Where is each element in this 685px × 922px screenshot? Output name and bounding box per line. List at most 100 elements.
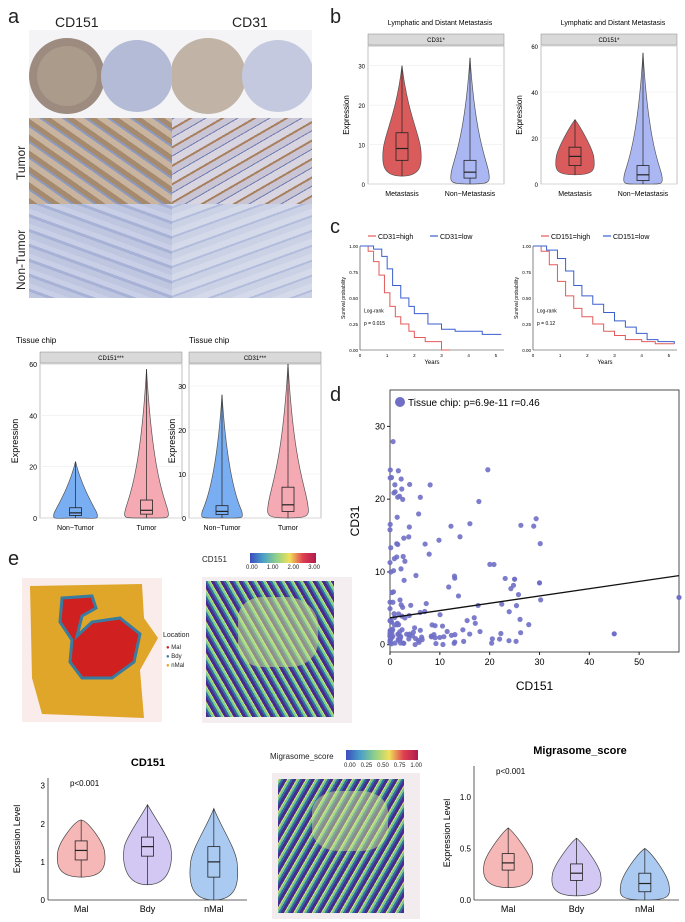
x-tick-label: Metastasis bbox=[385, 191, 419, 198]
y-tick-label: 0.25 bbox=[522, 322, 531, 327]
scatter-point bbox=[517, 616, 523, 622]
x-tick-label: 20 bbox=[485, 657, 495, 667]
scatter-point bbox=[506, 638, 512, 644]
box-0 bbox=[215, 505, 229, 515]
x-tick-label: nMal bbox=[635, 904, 655, 914]
scatter-point bbox=[387, 618, 393, 624]
box-2 bbox=[638, 872, 652, 893]
scatter-point bbox=[437, 612, 443, 618]
regression-line bbox=[389, 574, 680, 619]
scatter-point bbox=[436, 537, 442, 543]
plot-frame bbox=[389, 389, 680, 653]
box-0 bbox=[395, 132, 409, 161]
scatter-point bbox=[397, 597, 403, 603]
x-tick-label: 50 bbox=[634, 657, 644, 667]
y-tick-label: 0.5 bbox=[460, 844, 472, 853]
chart-b1: Lymphatic and Distant Metastasis CD31* 0 10… bbox=[342, 20, 505, 198]
scatter-point bbox=[387, 605, 393, 612]
location-map-svg bbox=[30, 584, 158, 718]
chart-c1: CD31=high CD31=low 0.00 0.25 0.50 0.75 1.00 0 1 2… bbox=[341, 234, 504, 366]
scatter-point bbox=[455, 593, 462, 599]
tma-core-tumor-cd31 bbox=[170, 38, 246, 114]
scatter-point bbox=[426, 551, 432, 557]
y-axis-label: Expression bbox=[167, 419, 177, 464]
ihc-normal-cd151 bbox=[29, 204, 172, 298]
x-tick-label: Mal bbox=[501, 904, 516, 914]
box-1 bbox=[636, 165, 650, 181]
facet-strip bbox=[367, 33, 505, 46]
migrasome-map-highlight bbox=[312, 791, 388, 851]
scatter-point bbox=[676, 594, 682, 601]
y-tick-label: 20 bbox=[178, 428, 186, 435]
scatter-point bbox=[417, 627, 423, 633]
scatter-point bbox=[387, 527, 393, 533]
x-tick-label: Non−Metastasis bbox=[618, 191, 669, 198]
chart-a1: Tissue chip CD151*** 0 20 40 60 Expression Non−… bbox=[10, 336, 183, 532]
chart-e1: CD151 p<0.001 0 1 2 3 Expression Level Mal Bdy nM… bbox=[12, 757, 247, 914]
chart-title: Tissue chip bbox=[189, 336, 230, 345]
x-tick-label: 3 bbox=[613, 353, 616, 358]
x-tick-label: 40 bbox=[584, 657, 594, 667]
scatter-point bbox=[513, 603, 520, 609]
chart-title: Lymphatic and Distant Metastasis bbox=[388, 20, 493, 27]
mal-region bbox=[58, 594, 142, 680]
legend-mal: ● Mal bbox=[166, 645, 181, 651]
location-legend: ● Mal ● Bdy ● nMal bbox=[166, 644, 184, 671]
x-axis-label: CD151 bbox=[516, 679, 554, 693]
y-axis-label: Expression bbox=[342, 95, 351, 135]
scatter-point bbox=[518, 522, 524, 528]
scatter-point bbox=[390, 438, 396, 445]
x-tick-label: 30 bbox=[534, 657, 544, 667]
facet-strip-label: CD31* bbox=[427, 38, 445, 44]
y-tick-label: 60 bbox=[531, 45, 538, 51]
x-tick-label: 4 bbox=[467, 353, 470, 358]
scatter-point bbox=[407, 631, 413, 637]
scatter-point bbox=[387, 467, 393, 473]
scatter-point bbox=[394, 514, 400, 520]
x-tick-label: 10 bbox=[435, 657, 445, 667]
scatter-point bbox=[441, 634, 447, 640]
scatter-point bbox=[487, 561, 493, 567]
row-label-non-tumor: Non-Tumor bbox=[14, 229, 28, 290]
scatter-point bbox=[448, 523, 454, 529]
scatter-point bbox=[444, 628, 450, 635]
x-tick-label: 1 bbox=[559, 353, 562, 358]
y-tick-label: 2 bbox=[41, 820, 46, 829]
scatter-point bbox=[432, 623, 438, 629]
scatter-point bbox=[390, 627, 396, 633]
scatter-point bbox=[412, 635, 419, 642]
scatter-point bbox=[392, 482, 398, 488]
x-tick-label: 5 bbox=[668, 353, 671, 358]
stat-label: p<0.001 bbox=[496, 767, 526, 776]
x-tick-label: Non−Metastasis bbox=[445, 191, 496, 198]
scatter-point bbox=[451, 640, 457, 646]
scatter-point bbox=[446, 584, 452, 590]
panel-label-a: a bbox=[8, 6, 20, 28]
migrasome-colorbar bbox=[346, 750, 418, 760]
y-axis-label: CD31 bbox=[348, 505, 362, 536]
x-tick-label: Non−Tumor bbox=[57, 525, 95, 532]
stat-label-2: p = 0.015 bbox=[364, 321, 385, 327]
legend-marker bbox=[395, 397, 405, 407]
scatter-point bbox=[496, 636, 503, 642]
y-tick-label: 20 bbox=[358, 104, 365, 110]
scatter-point bbox=[422, 541, 428, 547]
tma-cores-cd31-svg bbox=[170, 38, 314, 114]
chart-b2: Lymphatic and Distant Metastasis CD151* 0 2… bbox=[515, 20, 678, 198]
scatter-point bbox=[477, 628, 483, 635]
y-axis-label: Survival probability bbox=[341, 277, 347, 319]
x-tick-label: 2 bbox=[413, 353, 416, 358]
cd151-map-title: CD151 bbox=[202, 555, 227, 564]
tma-core-normal bbox=[101, 40, 173, 112]
scatter-point bbox=[515, 592, 522, 598]
scatter-point bbox=[398, 476, 404, 482]
chart-d: Tissue chip: p=6.9e-11 r=0.46 0 10 20 30 40 50… bbox=[348, 389, 682, 693]
scatter-point bbox=[412, 641, 418, 648]
scatter-point bbox=[536, 580, 543, 586]
scatter-point bbox=[498, 630, 504, 637]
scatter-point bbox=[457, 534, 463, 540]
x-tick-label: 0 bbox=[359, 353, 362, 358]
scatter-point bbox=[391, 490, 397, 496]
y-tick-label: 10 bbox=[375, 567, 385, 577]
y-tick-label: 40 bbox=[531, 91, 538, 97]
